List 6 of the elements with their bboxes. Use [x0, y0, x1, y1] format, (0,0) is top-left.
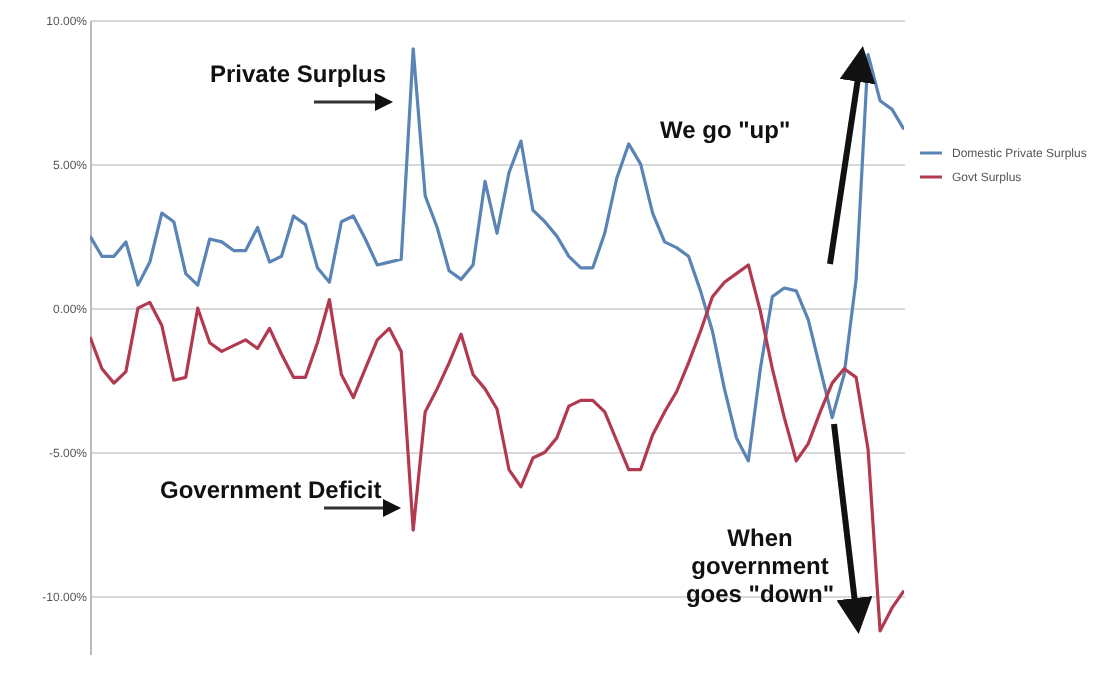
annotation: We go "up" — [660, 116, 791, 144]
annotation: When government goes "down" — [683, 524, 837, 608]
annotation: Private Surplus — [210, 60, 387, 88]
annotation: Government Deficit — [160, 476, 382, 504]
line-series — [90, 47, 904, 463]
line-series — [90, 263, 904, 633]
